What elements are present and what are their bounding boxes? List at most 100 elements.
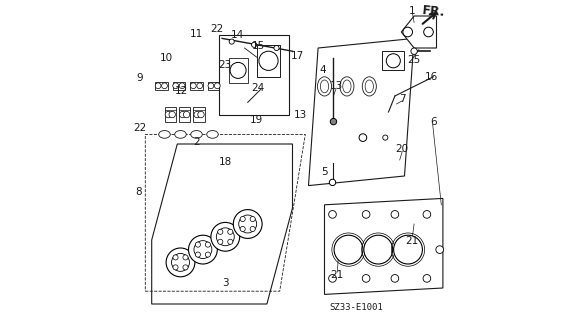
Ellipse shape bbox=[321, 80, 329, 93]
Ellipse shape bbox=[175, 131, 186, 138]
Bar bbox=[155, 82, 168, 90]
Text: 18: 18 bbox=[219, 157, 232, 167]
Text: 16: 16 bbox=[425, 72, 438, 82]
Circle shape bbox=[259, 51, 278, 70]
Text: 25: 25 bbox=[407, 54, 420, 65]
Circle shape bbox=[180, 111, 186, 118]
Circle shape bbox=[228, 229, 233, 234]
Bar bbox=[229, 58, 247, 83]
Circle shape bbox=[169, 111, 176, 118]
Circle shape bbox=[250, 227, 255, 232]
Text: 10: 10 bbox=[160, 52, 173, 63]
Circle shape bbox=[240, 216, 245, 221]
Circle shape bbox=[197, 83, 202, 89]
Text: 7: 7 bbox=[399, 94, 405, 104]
Circle shape bbox=[188, 235, 217, 264]
Bar bbox=[208, 82, 221, 90]
Text: 20: 20 bbox=[395, 144, 409, 155]
Text: 13: 13 bbox=[294, 109, 308, 120]
Circle shape bbox=[205, 242, 211, 247]
Text: 5: 5 bbox=[321, 167, 328, 177]
Ellipse shape bbox=[340, 77, 354, 96]
Bar bbox=[179, 107, 190, 122]
Text: 15: 15 bbox=[252, 41, 264, 52]
Circle shape bbox=[364, 235, 393, 264]
Polygon shape bbox=[308, 38, 414, 186]
Text: 22: 22 bbox=[211, 24, 224, 34]
Circle shape bbox=[166, 248, 195, 277]
Text: 4: 4 bbox=[319, 65, 326, 76]
Circle shape bbox=[329, 275, 336, 282]
Circle shape bbox=[423, 275, 431, 282]
Circle shape bbox=[334, 235, 363, 264]
Bar bbox=[219, 35, 290, 115]
Circle shape bbox=[436, 246, 443, 253]
Circle shape bbox=[216, 228, 234, 246]
Polygon shape bbox=[325, 198, 443, 294]
Text: 13: 13 bbox=[329, 81, 343, 92]
Circle shape bbox=[215, 83, 220, 89]
Text: 9: 9 bbox=[136, 73, 143, 84]
Bar bbox=[257, 45, 280, 77]
Text: SZ33-E1001: SZ33-E1001 bbox=[329, 303, 383, 312]
Ellipse shape bbox=[159, 131, 170, 138]
Bar bbox=[193, 107, 205, 122]
Ellipse shape bbox=[318, 77, 332, 96]
Circle shape bbox=[383, 135, 388, 140]
Text: 11: 11 bbox=[190, 28, 203, 39]
Ellipse shape bbox=[343, 80, 351, 93]
Text: 12: 12 bbox=[174, 86, 188, 96]
Circle shape bbox=[173, 265, 178, 270]
Circle shape bbox=[411, 48, 417, 54]
Polygon shape bbox=[401, 16, 436, 48]
Circle shape bbox=[161, 83, 167, 89]
Circle shape bbox=[233, 210, 262, 238]
Circle shape bbox=[165, 111, 171, 118]
Circle shape bbox=[250, 216, 255, 221]
Circle shape bbox=[362, 211, 370, 218]
Circle shape bbox=[183, 111, 190, 118]
Text: 19: 19 bbox=[250, 115, 263, 125]
Circle shape bbox=[329, 211, 336, 218]
Circle shape bbox=[228, 239, 233, 244]
Text: 22: 22 bbox=[133, 123, 147, 133]
Text: 17: 17 bbox=[291, 51, 304, 61]
Ellipse shape bbox=[191, 131, 202, 138]
Circle shape bbox=[218, 229, 223, 234]
Circle shape bbox=[171, 253, 190, 271]
Text: 23: 23 bbox=[219, 60, 232, 70]
Text: 1: 1 bbox=[409, 6, 416, 16]
Circle shape bbox=[359, 134, 367, 141]
Circle shape bbox=[173, 255, 178, 260]
Circle shape bbox=[329, 179, 336, 186]
Text: 6: 6 bbox=[431, 117, 437, 127]
Text: 3: 3 bbox=[222, 278, 229, 288]
Bar bbox=[382, 51, 404, 70]
Circle shape bbox=[173, 83, 178, 89]
Text: 21: 21 bbox=[331, 269, 344, 280]
Circle shape bbox=[183, 255, 188, 260]
Circle shape bbox=[386, 54, 400, 68]
Bar bbox=[190, 82, 203, 90]
Text: 24: 24 bbox=[252, 83, 265, 93]
Circle shape bbox=[205, 252, 211, 257]
Text: 21: 21 bbox=[405, 236, 419, 246]
Circle shape bbox=[195, 252, 201, 257]
Circle shape bbox=[391, 211, 399, 218]
Text: FR.: FR. bbox=[422, 4, 446, 19]
Circle shape bbox=[208, 83, 214, 89]
Circle shape bbox=[403, 27, 412, 37]
Circle shape bbox=[195, 242, 201, 247]
Bar bbox=[173, 82, 185, 90]
Ellipse shape bbox=[365, 80, 373, 93]
Circle shape bbox=[424, 27, 433, 37]
Circle shape bbox=[191, 83, 196, 89]
Circle shape bbox=[391, 275, 399, 282]
Circle shape bbox=[183, 265, 188, 270]
Polygon shape bbox=[152, 144, 292, 304]
Bar bbox=[164, 107, 176, 122]
Circle shape bbox=[331, 118, 336, 125]
Circle shape bbox=[194, 241, 212, 259]
Ellipse shape bbox=[362, 77, 376, 96]
Circle shape bbox=[155, 83, 161, 89]
